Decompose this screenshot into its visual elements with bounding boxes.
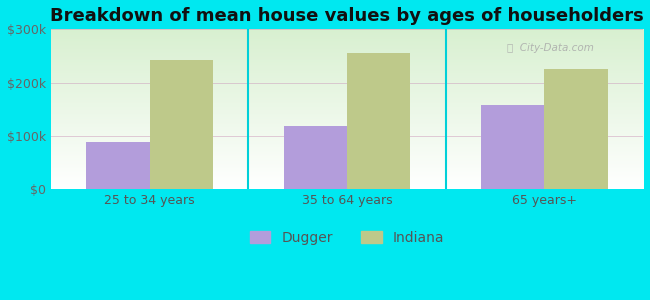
Bar xyxy=(544,69,608,189)
Bar xyxy=(347,53,410,189)
Bar xyxy=(481,105,544,189)
Bar xyxy=(86,142,150,189)
Bar xyxy=(150,60,213,189)
Text: ⓘ  City-Data.com: ⓘ City-Data.com xyxy=(507,44,593,53)
Bar xyxy=(284,126,347,189)
Title: Breakdown of mean house values by ages of householders: Breakdown of mean house values by ages o… xyxy=(50,7,644,25)
Legend: Dugger, Indiana: Dugger, Indiana xyxy=(244,225,450,250)
